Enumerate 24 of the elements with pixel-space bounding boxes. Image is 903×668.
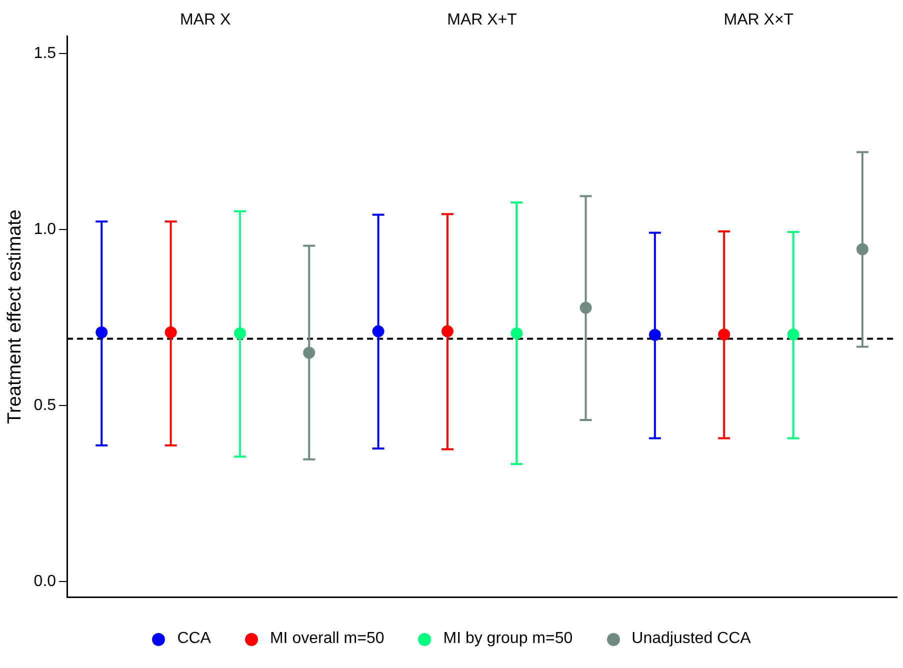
point xyxy=(510,327,523,340)
point xyxy=(648,328,661,341)
point xyxy=(234,327,246,340)
point xyxy=(372,325,384,338)
point xyxy=(718,328,730,340)
y-tick-label: 1.0 xyxy=(34,220,56,238)
point xyxy=(441,325,454,338)
point xyxy=(96,326,108,338)
point xyxy=(164,326,177,338)
legend-label: CCA xyxy=(177,630,211,648)
point xyxy=(856,243,868,256)
legend-label: MI overall m=50 xyxy=(270,630,384,648)
point xyxy=(303,346,316,359)
text: MAR X xyxy=(180,11,232,28)
text: MAR X+T xyxy=(447,11,518,28)
legend-label: MI by group m=50 xyxy=(443,630,573,648)
y-tick-label: 0.5 xyxy=(34,396,56,414)
point xyxy=(787,328,800,340)
y-tick-label: 0.0 xyxy=(34,572,56,590)
y-tick-label: 1.5 xyxy=(34,45,56,62)
point xyxy=(580,302,592,314)
legend-label: Unadjusted CCA xyxy=(632,630,751,648)
y-axis-title: Treatment effect estimate xyxy=(4,210,26,424)
text: MAR X×T xyxy=(724,11,794,28)
